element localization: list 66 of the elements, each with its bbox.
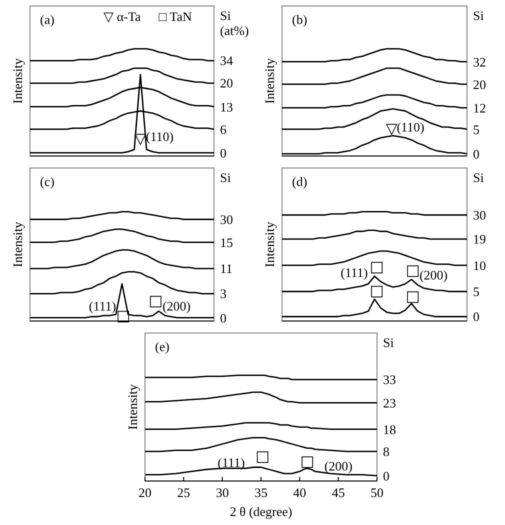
x-tick-label: 50 — [370, 485, 384, 500]
series-label: 34 — [220, 53, 234, 68]
annotation: (111) — [340, 265, 368, 280]
y-axis-title: Intensity — [10, 58, 25, 104]
annotation: (110) — [146, 129, 174, 144]
text: ▽ α-Ta — [104, 9, 142, 24]
annotation: □ — [148, 291, 163, 310]
text: □ TaN — [158, 9, 192, 24]
series-label: 0 — [473, 309, 480, 324]
chart-title: (b) — [292, 12, 308, 27]
series-label: 0 — [473, 146, 480, 162]
series-label: 32 — [473, 54, 486, 70]
legend-title: Si — [473, 170, 484, 185]
annotation: □ — [406, 260, 420, 279]
annotation: (111) — [218, 455, 245, 470]
series-label: 0 — [220, 310, 226, 326]
legend-title: Si — [220, 170, 232, 185]
y-axis-title: Intensity — [262, 58, 277, 104]
y-axis-title: Intensity — [262, 221, 277, 268]
series-label: 23 — [383, 395, 396, 410]
chart-title: (d) — [292, 174, 308, 189]
legend-title: Si (at%) — [220, 8, 249, 38]
annotation: (200) — [162, 298, 191, 314]
series-label: 0 — [220, 145, 226, 160]
x-tick-label: 25 — [177, 485, 190, 500]
annotation: (200) — [419, 268, 448, 283]
x-tick-label: 30 — [216, 485, 229, 500]
annotation: □ — [370, 258, 384, 276]
series-label: 19 — [473, 232, 486, 247]
annotation: (110) — [396, 119, 424, 134]
series-label: 15 — [220, 234, 233, 250]
legend-title: Si — [383, 335, 394, 350]
series-label: 30 — [473, 208, 486, 223]
series-label: 13 — [220, 99, 233, 114]
series-label: 8 — [383, 444, 390, 459]
annotation: (111) — [88, 298, 116, 314]
chart-title: (a) — [40, 12, 54, 27]
series-label: 20 — [220, 76, 233, 91]
annotation: □ — [406, 287, 420, 306]
x-tick-label: 35 — [254, 485, 268, 500]
series-label: 30 — [220, 212, 233, 227]
series-label: 11 — [220, 261, 233, 276]
annotation: (200) — [324, 458, 353, 474]
series-label: 18 — [383, 422, 396, 437]
series-label: 5 — [473, 284, 480, 300]
annotation: □ — [300, 452, 314, 470]
series-label: 3 — [220, 286, 226, 302]
series-label: 20 — [473, 76, 486, 92]
series-label: 0 — [383, 468, 390, 484]
y-axis-title: Intensity — [10, 221, 25, 268]
y-axis-title: Intensity — [125, 384, 140, 430]
x-axis-title: 2 θ (degree) — [230, 504, 292, 519]
annotation: □ — [370, 282, 384, 300]
x-tick-label: 40 — [293, 485, 306, 500]
annotation: □ — [256, 446, 270, 465]
annotation: ▽ — [386, 119, 398, 138]
series-label: 5 — [473, 122, 480, 137]
series-label: 10 — [473, 258, 486, 273]
series-label: 12 — [473, 100, 486, 116]
series-label: 6 — [220, 122, 227, 137]
chart-title: (c) — [40, 174, 54, 189]
x-tick-label: 45 — [332, 485, 345, 500]
series-label: 33 — [383, 372, 396, 388]
x-tick-label: 20 — [138, 485, 152, 500]
chart-title: (e) — [155, 339, 170, 354]
legend-title: Si — [473, 8, 484, 23]
